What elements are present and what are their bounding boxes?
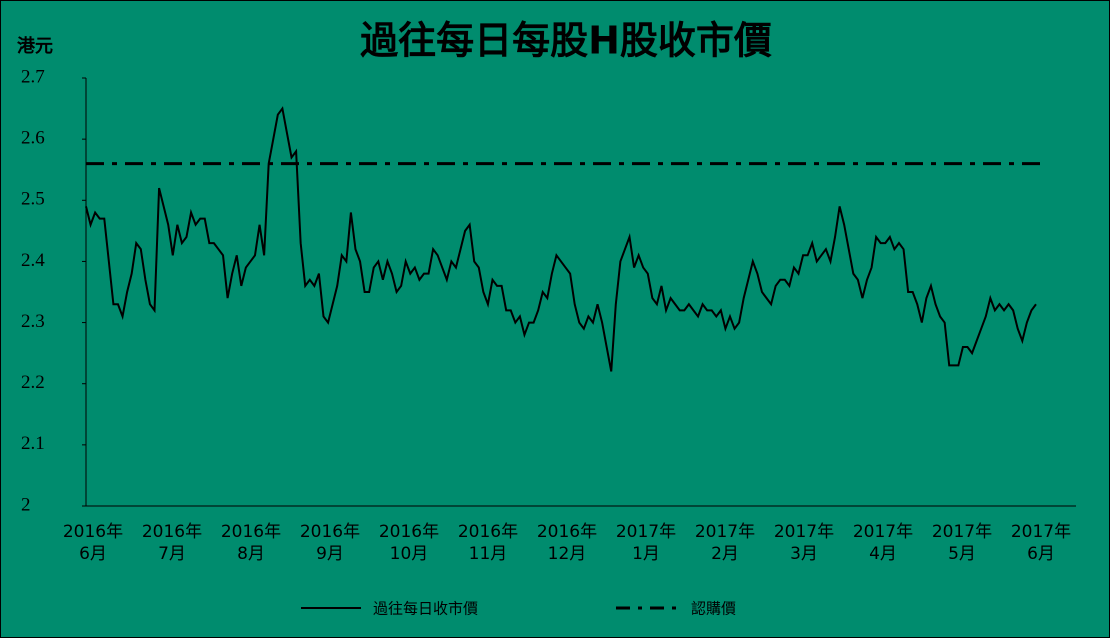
x-tick-label: 2016年 6月	[62, 522, 124, 564]
y-tick-label: 2.4	[21, 250, 45, 271]
y-tick-label: 2.5	[21, 189, 45, 210]
price-line	[85, 106, 1037, 372]
x-tick-label: 2016年 10月	[378, 522, 440, 564]
x-tick-label: 2017年 2月	[694, 522, 756, 564]
x-tick-label: 2017年 3月	[773, 522, 835, 564]
y-tick-label: 2.3	[21, 311, 45, 332]
y-tick-label: 2.6	[21, 128, 45, 149]
y-axis-label: 港元	[17, 36, 53, 57]
legend-label: 過往每日收市價	[373, 600, 478, 618]
x-tick-label: 2016年 11月	[457, 522, 519, 564]
chart-title: 過往每日每股H股收市價	[360, 19, 772, 63]
x-tick-label: 2017年 5月	[931, 522, 993, 564]
y-tick-label: 2.7	[21, 66, 45, 87]
legend-label: 認購價	[691, 600, 736, 618]
y-tick-label: 2.1	[21, 433, 45, 454]
y-tick-label: 2.2	[21, 372, 45, 393]
x-tick-label: 2017年 1月	[615, 522, 677, 564]
y-tick-label: 2	[21, 494, 31, 515]
x-tick-label: 2016年 7月	[141, 522, 203, 564]
x-tick-label: 2016年 8月	[220, 522, 282, 564]
x-tick-label: 2016年 9月	[299, 522, 361, 564]
x-tick-label: 2016年 12月	[536, 522, 598, 564]
x-tick-label: 2017年 4月	[852, 522, 914, 564]
x-tick-label: 2017年 6月	[1010, 522, 1072, 564]
